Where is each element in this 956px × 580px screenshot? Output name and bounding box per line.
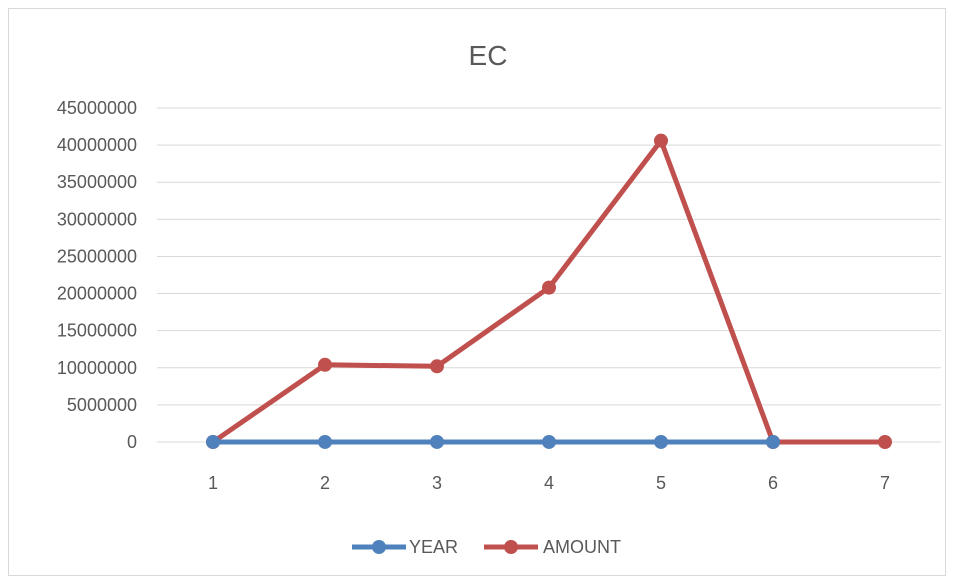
y-tick-label: 35000000 (57, 172, 137, 192)
x-tick-label: 7 (880, 473, 890, 493)
series-layer (206, 133, 892, 449)
data-point (542, 434, 556, 449)
legend-marker (504, 540, 518, 554)
y-tick-label: 10000000 (57, 358, 137, 378)
y-tick-label: 15000000 (57, 321, 137, 341)
data-point (766, 434, 780, 449)
x-tick-label: 1 (208, 473, 218, 493)
legend-marker (372, 540, 386, 554)
x-tick-label: 2 (320, 473, 330, 493)
data-point (430, 359, 444, 374)
y-tick-label: 5000000 (67, 395, 137, 415)
data-point (654, 434, 668, 449)
series-year (206, 434, 780, 449)
series-amount (206, 133, 892, 449)
data-point (318, 434, 332, 449)
x-tick-label: 6 (768, 473, 778, 493)
x-tick-label: 4 (544, 473, 554, 493)
legend: YEAR AMOUNT (352, 537, 621, 557)
legend-item-amount: AMOUNT (484, 537, 621, 557)
y-tick-label: 40000000 (57, 135, 137, 155)
y-tick-label: 0 (127, 432, 137, 452)
y-tick-label: 45000000 (57, 98, 137, 118)
data-point (318, 357, 332, 372)
x-tick-label: 3 (432, 473, 442, 493)
x-tick-label: 5 (656, 473, 666, 493)
legend-label: AMOUNT (543, 537, 621, 557)
legend-item-year: YEAR (352, 537, 458, 557)
y-tick-label: 25000000 (57, 246, 137, 266)
data-point (654, 133, 668, 148)
chart-frame (8, 8, 946, 576)
y-axis: 0 5000000 10000000 15000000 20000000 25000000… (57, 98, 137, 452)
data-point (542, 280, 556, 295)
x-axis: 1 2 3 4 5 6 7 (208, 473, 890, 493)
data-point (206, 434, 220, 449)
grid-lines (157, 107, 941, 443)
chart-title: EC (469, 40, 508, 71)
data-point (878, 435, 892, 449)
legend-label: YEAR (409, 537, 458, 557)
data-point (430, 434, 444, 449)
y-tick-label: 30000000 (57, 209, 137, 229)
y-tick-label: 20000000 (57, 284, 137, 304)
